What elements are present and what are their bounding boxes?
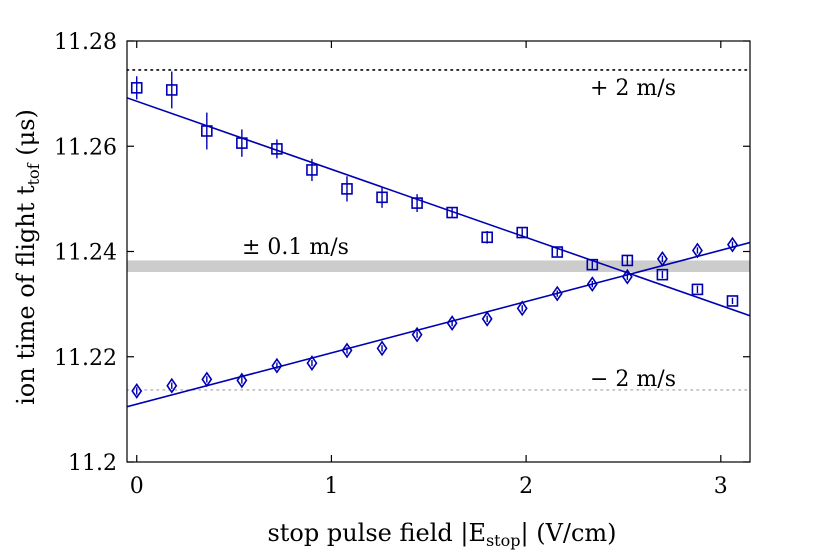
- squares-point: [376, 191, 388, 204]
- diamonds-point: [551, 285, 563, 302]
- diamonds-point: [131, 383, 143, 399]
- squares-point: [130, 82, 143, 94]
- diamonds-point: [621, 268, 633, 285]
- y-tick-label: 11.28: [54, 30, 117, 55]
- diamonds-point: [691, 242, 703, 259]
- axes: 0 1 2 3 11.2 11.22 11.24 11.26 11.28: [54, 30, 751, 499]
- squares-point: [586, 258, 599, 271]
- diamonds-point: [656, 250, 668, 267]
- y-tick-label: 11.26: [54, 135, 117, 160]
- squares-point: [341, 183, 353, 195]
- squares-point: [481, 231, 493, 244]
- squares-point: [201, 125, 213, 137]
- x-tick-label: 3: [714, 474, 728, 499]
- y-tick-label: 11.2: [68, 451, 117, 476]
- squares-point: [165, 84, 178, 96]
- x-tick-label: 0: [130, 474, 144, 499]
- diamonds-point: [236, 372, 248, 389]
- diamonds-point: [201, 371, 213, 388]
- squares-point: [691, 283, 704, 296]
- diamonds-point: [481, 310, 493, 327]
- x-axis-label: stop pulse field |Estop| (V/cm): [267, 519, 616, 550]
- diamonds-point: [411, 326, 423, 343]
- annotation-plus-2: + 2 m/s: [590, 76, 676, 101]
- annotation-minus-2: − 2 m/s: [590, 367, 676, 392]
- squares-point: [621, 254, 634, 267]
- squares-point: [306, 164, 318, 176]
- squares-point: [516, 226, 529, 239]
- squares-point: [271, 143, 283, 155]
- x-tick-label: 1: [324, 474, 338, 499]
- y-tick-label: 11.24: [54, 241, 117, 266]
- band-plus-minus-0-1: [127, 260, 750, 273]
- diamonds-point: [586, 276, 598, 293]
- y-tick-label: 11.22: [54, 346, 117, 371]
- squares-point: [411, 197, 423, 209]
- diamonds-point: [271, 357, 283, 374]
- squares-point: [551, 246, 564, 258]
- diamonds-point: [306, 355, 318, 371]
- y-axis-label: ion time of flight ttof (μs): [12, 109, 43, 405]
- axes-box: [126, 40, 751, 463]
- squares-point: [726, 295, 739, 307]
- diamonds-point: [166, 377, 178, 394]
- fit-increasing-line: [127, 241, 750, 408]
- plot-area: [127, 69, 750, 408]
- squares-point: [446, 206, 458, 219]
- diamonds-point: [376, 340, 388, 357]
- squares-point: [236, 137, 248, 149]
- diamonds-point: [341, 342, 353, 359]
- diamonds-point: [446, 315, 458, 331]
- annotation-band: ± 0.1 m/s: [242, 235, 349, 260]
- squares-point: [656, 268, 669, 281]
- diamonds-point: [516, 300, 528, 317]
- diamonds-point: [727, 236, 738, 253]
- x-tick-label: 2: [519, 474, 533, 499]
- fit-decreasing-line: [127, 97, 750, 317]
